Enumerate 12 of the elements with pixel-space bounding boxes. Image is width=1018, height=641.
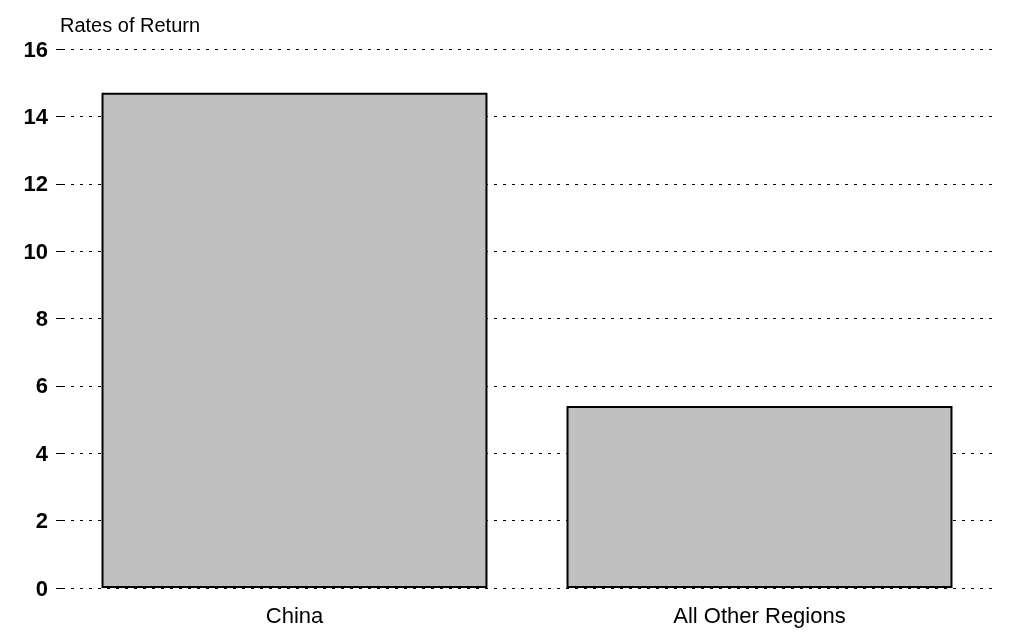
x-tick-label: China — [265, 602, 324, 628]
y-tick-label: 0 — [35, 575, 48, 601]
y-tick-label: 4 — [35, 440, 49, 466]
y-tick-label: 14 — [23, 103, 49, 129]
x-tick-label: All Other Regions — [673, 602, 846, 628]
y-tick-label: 6 — [35, 373, 48, 399]
y-tick-label: 8 — [35, 306, 48, 331]
y-axis-title: Rates of Return — [60, 14, 201, 36]
y-tick-label: 16 — [23, 36, 48, 62]
y-tick-label: 10 — [23, 238, 48, 264]
y-tick-label: 2 — [35, 508, 48, 534]
y-tick-label: 12 — [23, 171, 48, 197]
